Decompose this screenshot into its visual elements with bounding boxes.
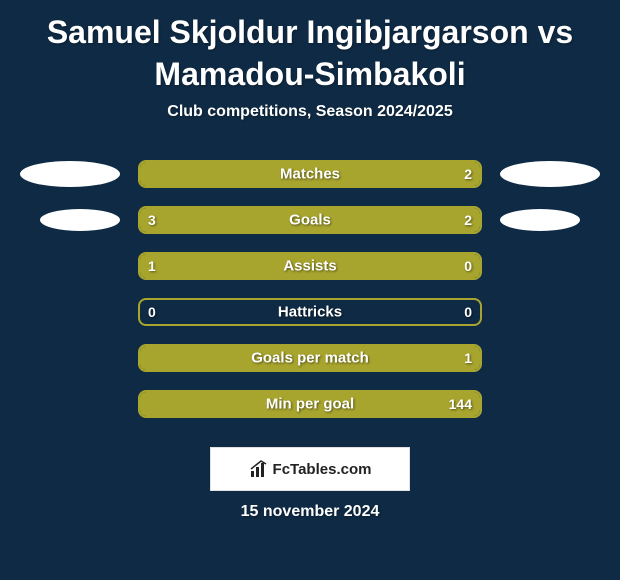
page-title: Samuel Skjoldur Ingibjargarson vs Mamado… [0,0,620,103]
infographic-container: Samuel Skjoldur Ingibjargarson vs Mamado… [0,0,620,580]
stat-row: Assists 1 0 [10,243,610,289]
stat-label: Min per goal [266,396,354,413]
stat-value-right: 0 [464,258,472,274]
stat-row: Min per goal 144 [10,381,610,427]
player-avatar-right [500,161,600,187]
stat-row: Matches 2 [10,151,610,197]
stat-bar: Goals 3 2 [138,206,482,234]
date-label: 15 november 2024 [0,503,620,521]
subtitle: Club competitions, Season 2024/2025 [0,103,620,121]
stat-value-right: 0 [464,304,472,320]
stat-label: Goals per match [251,350,369,367]
stat-bar: Min per goal 144 [138,390,482,418]
stat-value-left: 3 [148,212,156,228]
stat-row: Goals per match 1 [10,335,610,381]
brand-text: FcTables.com [273,461,372,478]
stat-value-right: 1 [464,350,472,366]
stat-value-right: 2 [464,212,472,228]
stat-label: Assists [283,258,336,275]
brand-box: FcTables.com [210,447,410,491]
stat-bar: Goals per match 1 [138,344,482,372]
stat-label: Matches [280,166,340,183]
stat-bar: Matches 2 [138,160,482,188]
stats-area: Matches 2 Goals 3 2 Assists 1 0 Hattricks 0 0 Goals… [0,151,620,427]
stat-value-left: 1 [148,258,156,274]
stat-label: Hattricks [278,304,342,321]
stat-value-left: 0 [148,304,156,320]
stat-row: Goals 3 2 [10,197,610,243]
player-avatar-left [40,209,120,231]
bar-fill-right [330,208,480,232]
stat-bar: Hattricks 0 0 [138,298,482,326]
stat-value-right: 2 [464,166,472,182]
stat-bar: Assists 1 0 [138,252,482,280]
stat-value-right: 144 [449,396,472,412]
stat-label: Goals [289,212,331,229]
player-avatar-right [500,209,580,231]
brand-chart-icon [249,459,269,479]
player-avatar-left [20,161,120,187]
stat-row: Hattricks 0 0 [10,289,610,335]
